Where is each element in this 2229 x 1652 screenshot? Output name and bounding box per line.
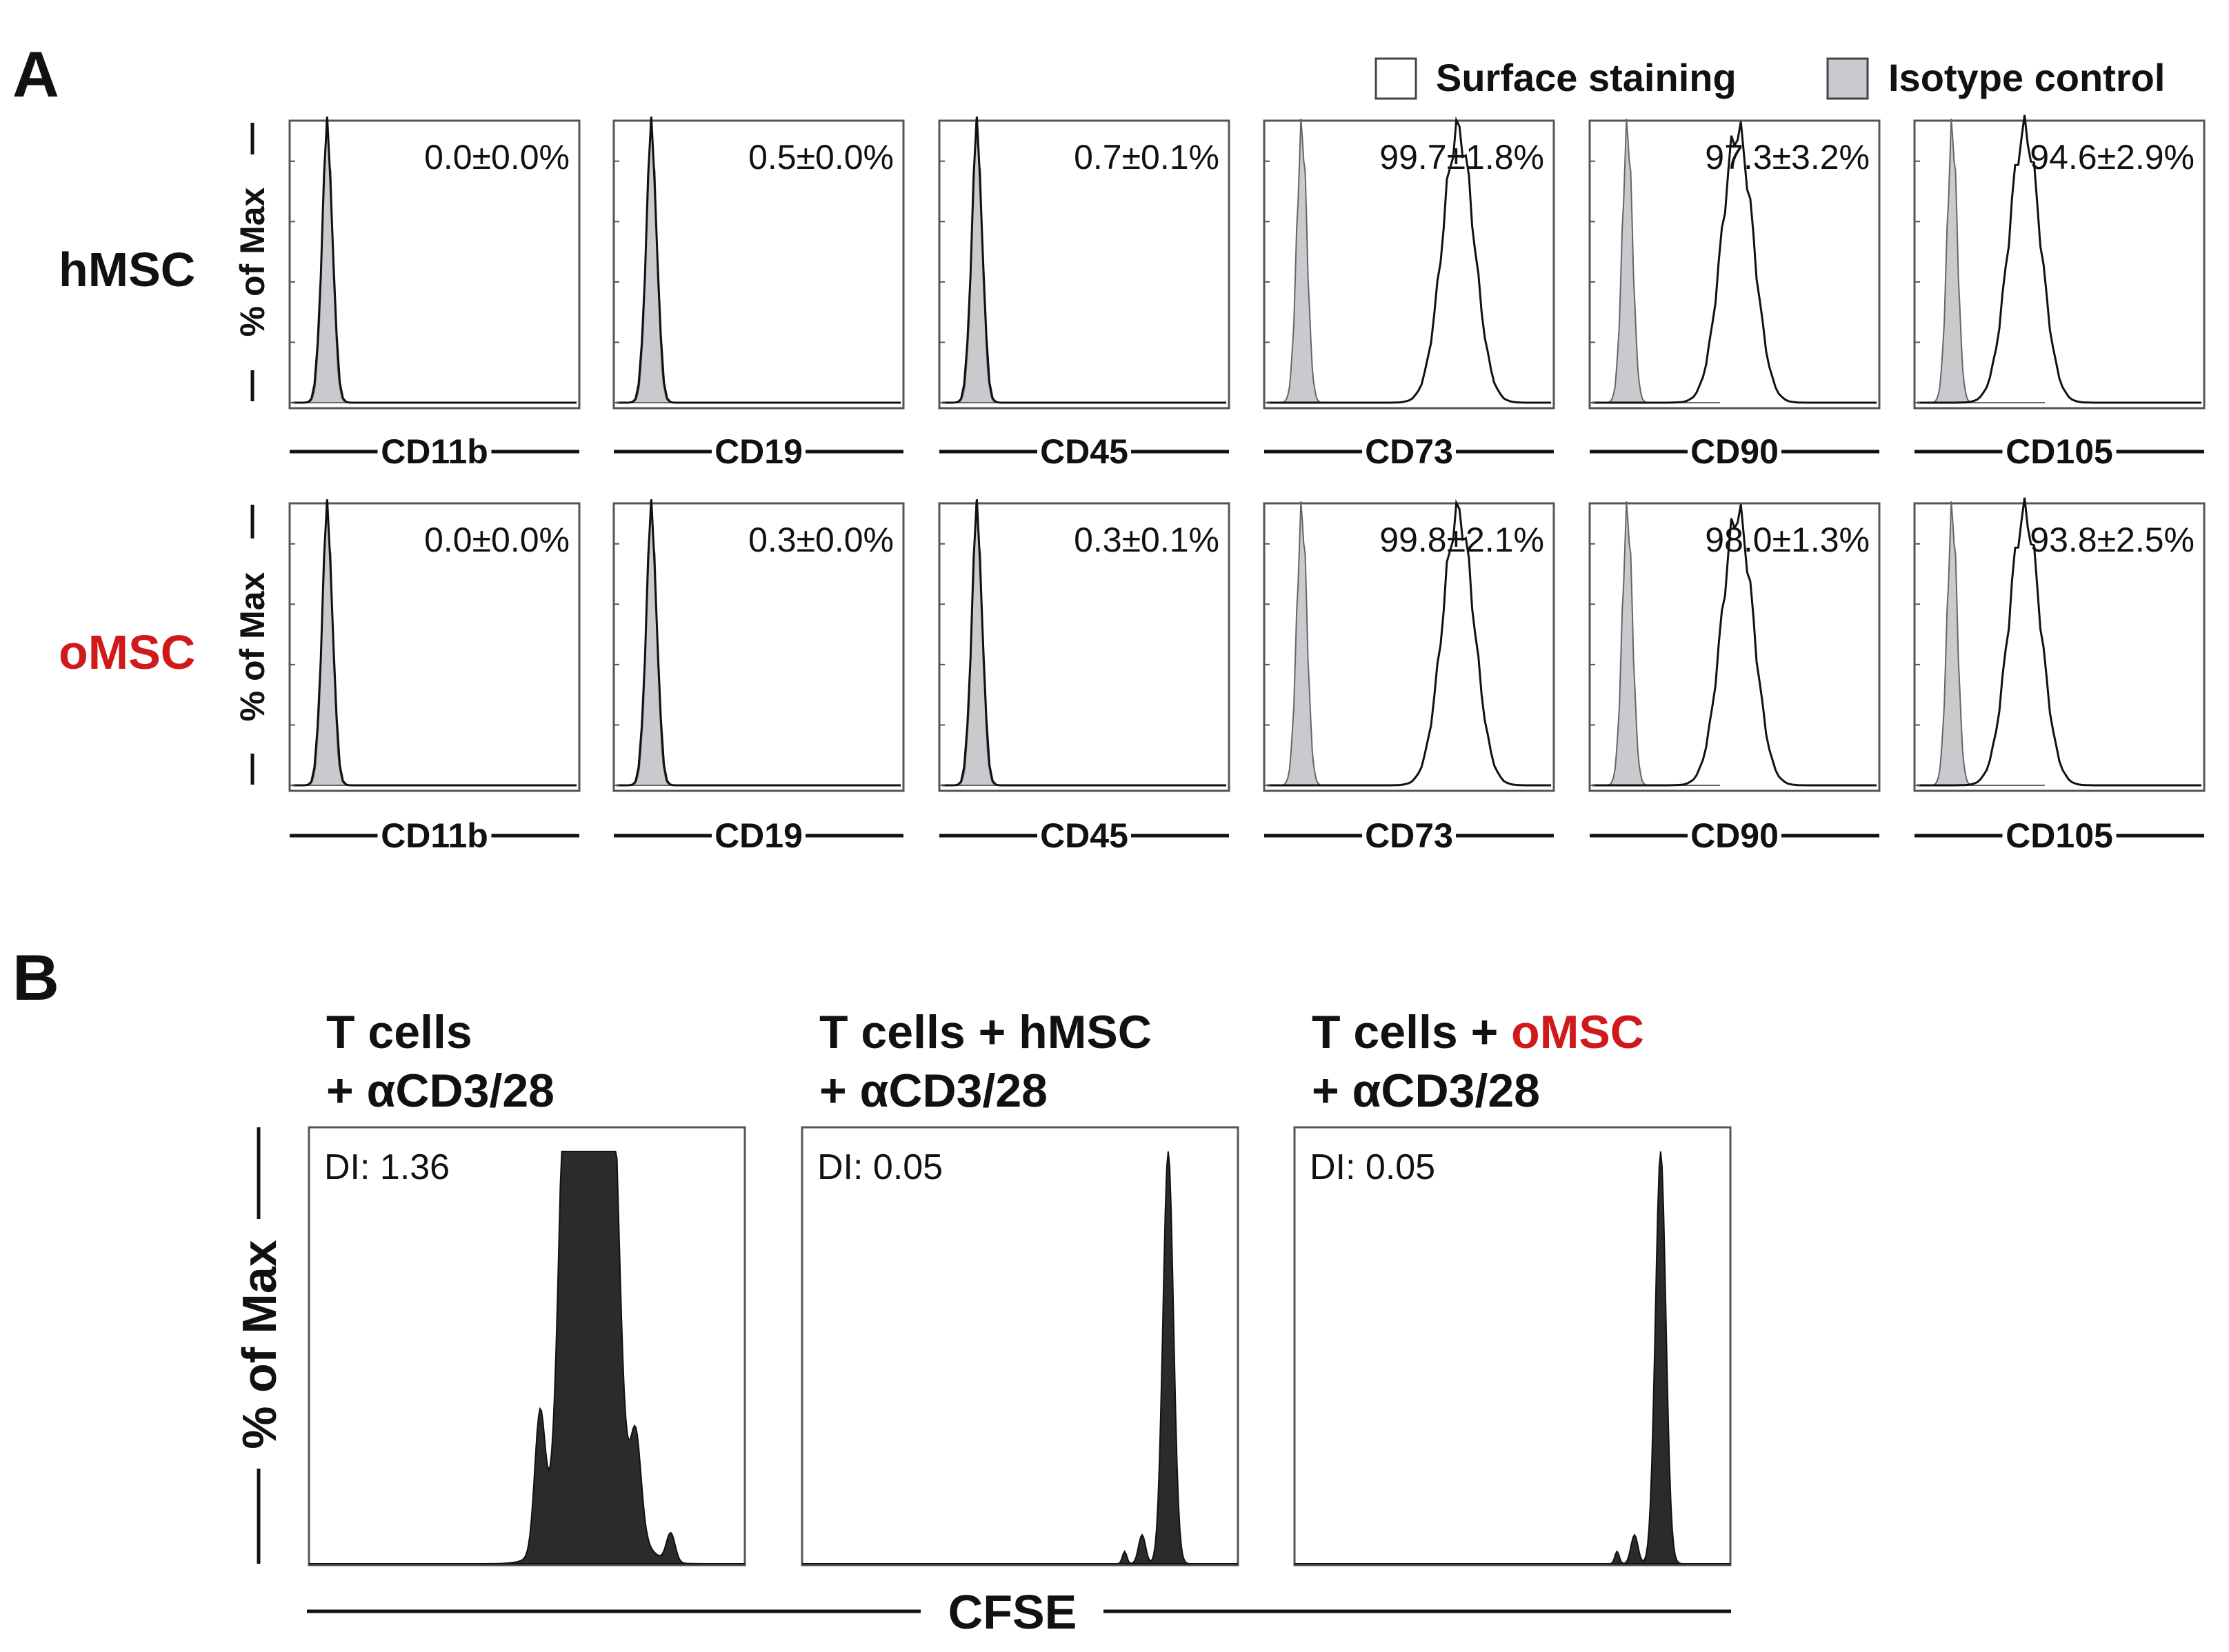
percent-label: 0.5±0.0%: [748, 138, 894, 177]
percent-label: 0.3±0.1%: [1074, 521, 1219, 559]
surface-staining-histogram: [1592, 121, 1877, 404]
histogram-panel: 0.3±0.1% CD45: [938, 499, 1230, 855]
histogram-panel: 93.8±2.5% CD105: [1913, 497, 2206, 855]
row-label-hmsc: hMSC: [59, 243, 195, 296]
panel-b-ylabel-text: % of Max: [232, 1240, 286, 1449]
percent-label: 93.8±2.5%: [2030, 521, 2195, 559]
legend: Surface staining Isotype control: [1375, 56, 2165, 100]
percent-label: 98.0±1.3%: [1705, 521, 1870, 559]
cfse-histogram: [802, 1151, 1238, 1564]
surface-staining-histogram: [942, 499, 1226, 787]
cfse-panel-subtitle: + αCD3/28: [819, 1065, 1048, 1117]
marker-label: CD19: [714, 816, 803, 855]
marker-label: CD105: [2006, 816, 2113, 855]
row-ylabel-hmsc: % of Max: [233, 123, 272, 401]
marker-label: CD11b: [381, 432, 488, 471]
row-ylabel-omsc: % of Max: [233, 505, 272, 785]
row-ylabel-omsc-text: % of Max: [233, 572, 272, 721]
cfse-histogram-panel: T cells + oMSC + αCD3/28 DI: 0.05: [1293, 1006, 1732, 1567]
percent-label: 94.6±2.9%: [2030, 138, 2195, 177]
surface-staining-histogram: [1917, 497, 2201, 787]
percent-label: 0.3±0.0%: [748, 521, 894, 559]
histogram-panel: 99.8±2.1% CD73: [1263, 498, 1555, 855]
marker-label: CD105: [2006, 432, 2113, 471]
cfse-histogram: [309, 1151, 745, 1564]
histogram-panel: 97.3±3.2% CD90: [1588, 119, 1881, 471]
panel-b-histograms: T cells + αCD3/28 DI: 1.36 T cells + hMSC + …: [308, 1006, 1732, 1567]
cfse-panel-title: T cells + hMSC: [819, 1006, 1152, 1058]
histogram-panel: 94.6±2.9% CD105: [1913, 114, 2206, 471]
panel-label-a: A: [12, 38, 59, 110]
percent-label: 0.0±0.0%: [424, 138, 570, 177]
marker-label: CD90: [1690, 432, 1779, 471]
division-index-label: DI: 1.36: [324, 1147, 450, 1187]
histogram-panel: 0.0±0.0% CD11b: [288, 499, 581, 855]
row-ylabel-hmsc-text: % of Max: [233, 187, 272, 336]
histogram-panel: 98.0±1.3% CD90: [1588, 501, 1881, 855]
histogram-panel: 0.5±0.0% CD19: [612, 117, 905, 471]
marker-label: CD45: [1040, 816, 1128, 855]
surface-staining-histogram: [1592, 504, 1877, 787]
division-index-label: DI: 0.05: [817, 1147, 943, 1187]
histogram-panel: 0.0±0.0% CD11b: [288, 117, 581, 471]
surface-staining-histogram: [942, 117, 1226, 404]
panel-b-xlabel: CFSE: [307, 1585, 1731, 1639]
legend-isotype-swatch: [1826, 57, 1869, 100]
surface-staining-histogram: [1267, 498, 1551, 787]
surface-staining-histogram: [617, 117, 901, 404]
isotype-control-histogram: [1917, 119, 2045, 403]
marker-label: CD90: [1690, 816, 1779, 855]
panel-a-histogram-grid: 0.0±0.0% CD11b 0.5±0.0% CD19 0.7±0.1% CD45 99.…: [288, 114, 2206, 855]
legend-isotype-label: Isotype control: [1888, 56, 2165, 99]
percent-label: 0.0±0.0%: [424, 521, 570, 559]
cfse-panel-title-omsc: oMSC: [1511, 1006, 1644, 1058]
cfse-panel-subtitle: + αCD3/28: [326, 1065, 554, 1117]
cfse-panel-title-main: T cells + hMSC: [819, 1006, 1152, 1058]
percent-label: 99.7±1.8%: [1379, 138, 1544, 177]
cfse-panel-title: T cells + oMSC: [1312, 1006, 1644, 1058]
surface-staining-histogram: [292, 499, 577, 787]
panel-b-xlabel-text: CFSE: [948, 1585, 1077, 1639]
percent-label: 99.8±2.1%: [1379, 521, 1544, 559]
percent-label: 97.3±3.2%: [1705, 138, 1870, 177]
panel-label-b: B: [12, 941, 59, 1014]
cfse-histogram-panel: T cells + hMSC + αCD3/28 DI: 0.05: [801, 1006, 1239, 1567]
panel-b-ylabel: % of Max: [232, 1127, 286, 1564]
marker-label: CD73: [1365, 432, 1453, 471]
percent-label: 0.7±0.1%: [1074, 138, 1219, 177]
cfse-panel-title-main: T cells: [326, 1006, 472, 1058]
division-index-label: DI: 0.05: [1310, 1147, 1435, 1187]
cfse-panel-title-main: T cells +: [1312, 1006, 1511, 1058]
histogram-panel: 99.7±1.8% CD73: [1263, 116, 1555, 471]
surface-staining-histogram: [292, 117, 577, 404]
histogram-panel: 0.3±0.0% CD19: [612, 499, 905, 855]
cfse-histogram-panel: T cells + αCD3/28 DI: 1.36: [308, 1006, 746, 1567]
marker-label: CD19: [714, 432, 803, 471]
histogram-panel: 0.7±0.1% CD45: [938, 117, 1230, 471]
cfse-histogram-frame: [308, 1126, 746, 1567]
isotype-control-histogram: [1917, 501, 2045, 786]
marker-label: CD11b: [381, 816, 488, 855]
surface-staining-histogram: [617, 499, 901, 787]
row-label-omsc: oMSC: [59, 625, 195, 679]
marker-label: CD45: [1040, 432, 1128, 471]
cfse-panel-subtitle: + αCD3/28: [1312, 1065, 1540, 1117]
cfse-histogram: [1295, 1151, 1730, 1564]
marker-label: CD73: [1365, 816, 1453, 855]
cfse-panel-title: T cells: [326, 1006, 472, 1058]
surface-staining-histogram: [1267, 116, 1551, 404]
legend-surface-swatch: [1375, 57, 1417, 100]
legend-surface-label: Surface staining: [1436, 56, 1737, 99]
surface-staining-histogram: [1917, 114, 2201, 404]
